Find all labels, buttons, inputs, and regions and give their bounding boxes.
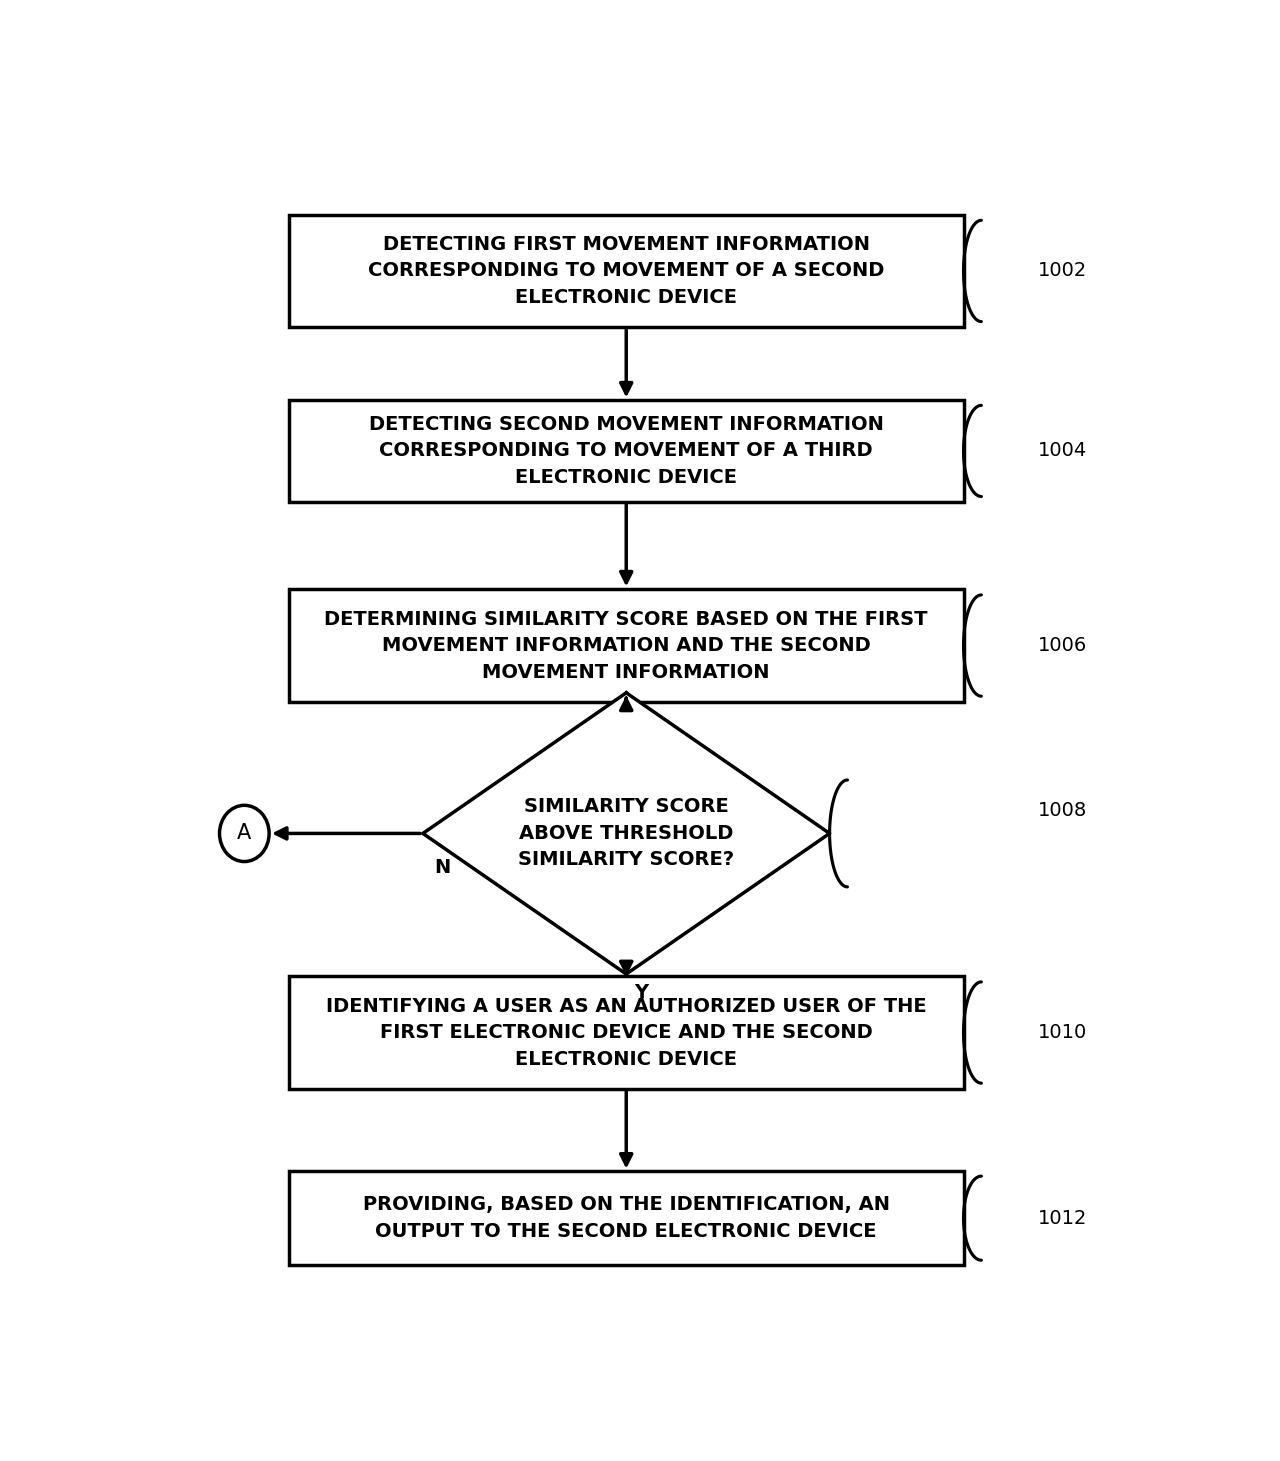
Text: Y: Y xyxy=(634,983,648,1002)
Polygon shape xyxy=(422,693,829,974)
Text: 1010: 1010 xyxy=(1038,1023,1087,1042)
Text: DETECTING FIRST MOVEMENT INFORMATION
CORRESPONDING TO MOVEMENT OF A SECOND
ELECT: DETECTING FIRST MOVEMENT INFORMATION COR… xyxy=(369,235,884,307)
Text: 1004: 1004 xyxy=(1038,441,1087,460)
Text: IDENTIFYING A USER AS AN AUTHORIZED USER OF THE
FIRST ELECTRONIC DEVICE AND THE : IDENTIFYING A USER AS AN AUTHORIZED USER… xyxy=(326,996,927,1068)
Text: A: A xyxy=(237,824,251,843)
Text: N: N xyxy=(435,858,451,877)
Bar xyxy=(289,976,964,1088)
Text: DETERMINING SIMILARITY SCORE BASED ON THE FIRST
MOVEMENT INFORMATION AND THE SEC: DETERMINING SIMILARITY SCORE BASED ON TH… xyxy=(325,609,928,682)
Circle shape xyxy=(220,805,269,862)
Text: SIMILARITY SCORE
ABOVE THRESHOLD
SIMILARITY SCORE?: SIMILARITY SCORE ABOVE THRESHOLD SIMILAR… xyxy=(518,798,735,869)
Text: 1008: 1008 xyxy=(1038,802,1087,821)
Text: 1002: 1002 xyxy=(1038,262,1087,281)
Bar xyxy=(289,589,964,701)
Bar xyxy=(289,1172,964,1265)
Bar xyxy=(289,215,964,327)
Text: 1006: 1006 xyxy=(1038,636,1087,655)
Bar xyxy=(289,400,964,501)
Text: 1012: 1012 xyxy=(1038,1208,1087,1227)
Text: DETECTING SECOND MOVEMENT INFORMATION
CORRESPONDING TO MOVEMENT OF A THIRD
ELECT: DETECTING SECOND MOVEMENT INFORMATION CO… xyxy=(369,415,883,487)
Text: PROVIDING, BASED ON THE IDENTIFICATION, AN
OUTPUT TO THE SECOND ELECTRONIC DEVIC: PROVIDING, BASED ON THE IDENTIFICATION, … xyxy=(362,1195,890,1240)
